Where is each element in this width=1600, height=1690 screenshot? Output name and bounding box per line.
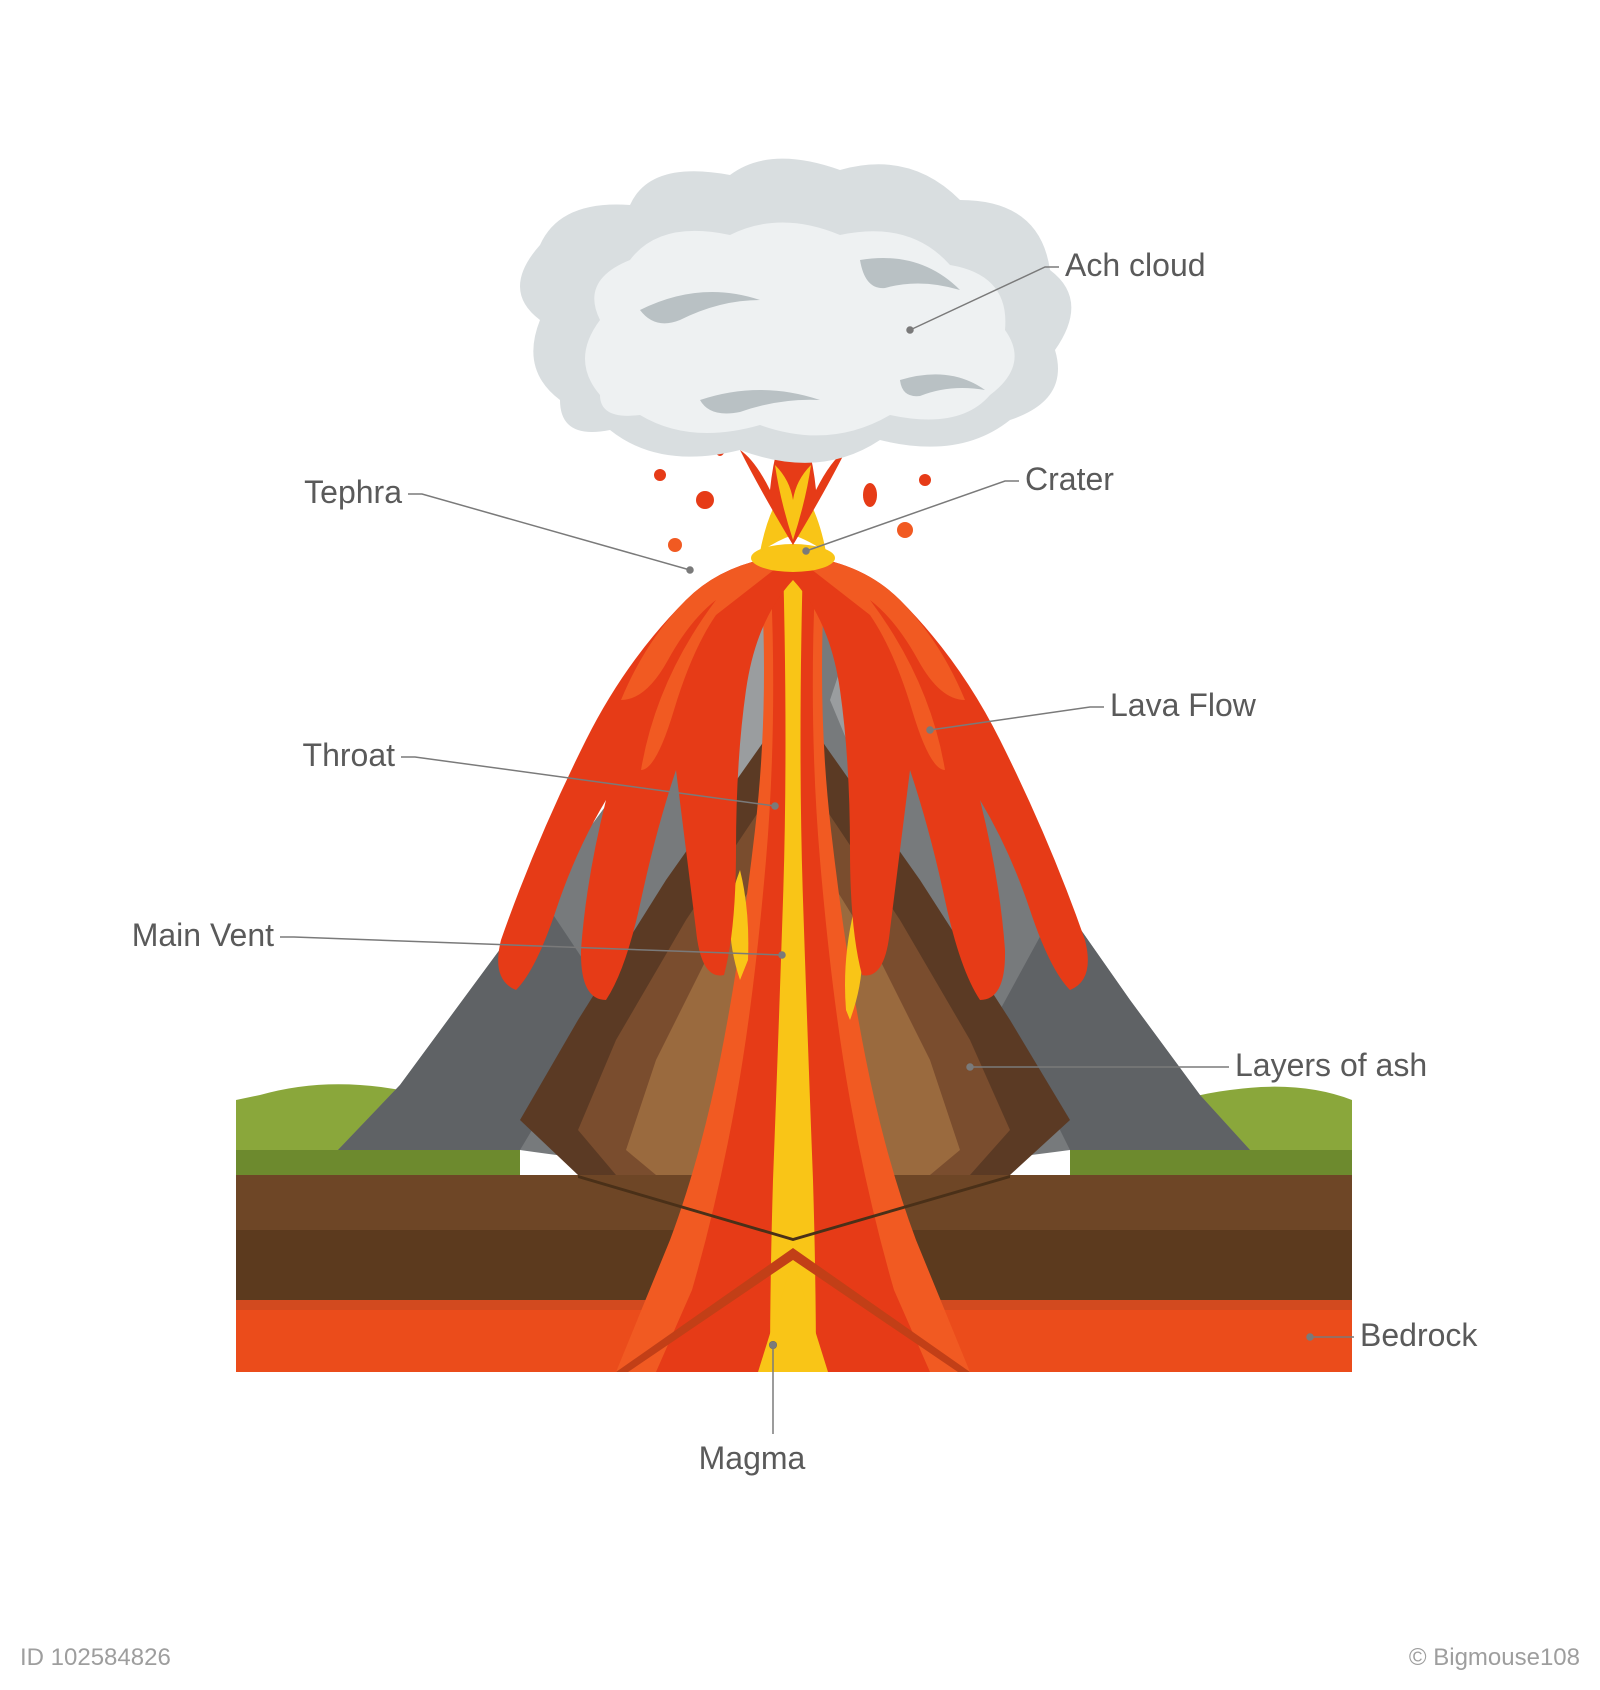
leader-dot-crater bbox=[803, 548, 809, 554]
leader-dot-tephra bbox=[687, 567, 693, 573]
label-throat: Throat bbox=[303, 737, 395, 774]
label-main-vent: Main Vent bbox=[132, 917, 274, 954]
image-id-text: ID 102584826 bbox=[20, 1644, 171, 1671]
leader-tephra bbox=[408, 494, 690, 570]
label-ash-cloud: Ach cloud bbox=[1065, 247, 1206, 284]
leader-dot-main-vent bbox=[779, 952, 785, 958]
leader-dot-bedrock bbox=[1307, 1334, 1313, 1340]
leader-dot-magma bbox=[770, 1342, 776, 1348]
copyright-text: © Bigmouse108 bbox=[1409, 1644, 1580, 1671]
leader-dot-ash-cloud bbox=[907, 327, 913, 333]
attribution-copyright: © Bigmouse108 bbox=[1409, 1644, 1580, 1672]
label-bedrock: Bedrock bbox=[1360, 1317, 1477, 1354]
leader-crater bbox=[806, 481, 1019, 551]
leader-dot-throat bbox=[772, 803, 778, 809]
label-tephra: Tephra bbox=[304, 474, 402, 511]
label-crater: Crater bbox=[1025, 461, 1114, 498]
volcano-diagram bbox=[0, 0, 1600, 1690]
attribution-id: ID 102584826 bbox=[20, 1644, 171, 1672]
label-magma: Magma bbox=[699, 1440, 806, 1477]
label-layers-of-ash: Layers of ash bbox=[1235, 1047, 1427, 1084]
label-lava-flow: Lava Flow bbox=[1110, 687, 1256, 724]
ash-cloud bbox=[520, 159, 1071, 463]
leader-dot-layers-of-ash bbox=[967, 1064, 973, 1070]
leader-dot-lava-flow bbox=[927, 727, 933, 733]
